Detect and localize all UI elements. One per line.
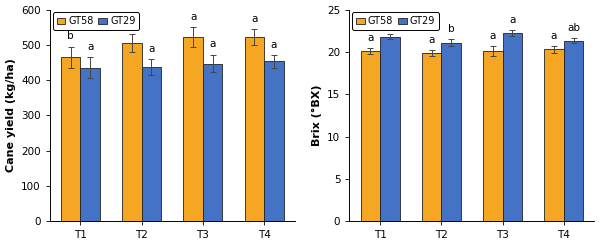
Text: a: a	[551, 31, 557, 41]
Text: a: a	[509, 15, 515, 25]
Bar	[203, 63, 223, 221]
Bar	[564, 41, 583, 221]
Text: a: a	[209, 39, 216, 49]
Text: a: a	[190, 12, 196, 22]
Bar	[264, 62, 284, 221]
Bar	[142, 67, 161, 221]
Bar	[380, 37, 400, 221]
Text: a: a	[490, 31, 496, 41]
Text: a: a	[148, 44, 155, 54]
Text: ab: ab	[567, 23, 580, 33]
Text: ab: ab	[383, 19, 397, 29]
Text: ab: ab	[125, 19, 139, 29]
Bar	[361, 51, 380, 221]
Bar	[61, 57, 80, 221]
Bar	[483, 51, 503, 221]
Bar	[544, 49, 564, 221]
Bar	[80, 68, 100, 221]
Text: a: a	[367, 33, 374, 43]
Y-axis label: Brix (°BX): Brix (°BX)	[311, 85, 322, 146]
Bar	[122, 43, 142, 221]
Text: a: a	[251, 14, 257, 24]
Legend: GT58, GT29: GT58, GT29	[352, 13, 439, 30]
Text: b: b	[67, 31, 74, 41]
Legend: GT58, GT29: GT58, GT29	[53, 13, 139, 30]
Y-axis label: Cane yield (kg/ha): Cane yield (kg/ha)	[5, 59, 16, 172]
Bar	[245, 37, 264, 221]
Text: a: a	[87, 42, 94, 52]
Text: a: a	[271, 40, 277, 50]
Bar	[503, 33, 522, 221]
Text: a: a	[428, 34, 435, 45]
Bar	[442, 43, 461, 221]
Bar	[184, 37, 203, 221]
Text: b: b	[448, 24, 454, 34]
Bar	[422, 53, 442, 221]
